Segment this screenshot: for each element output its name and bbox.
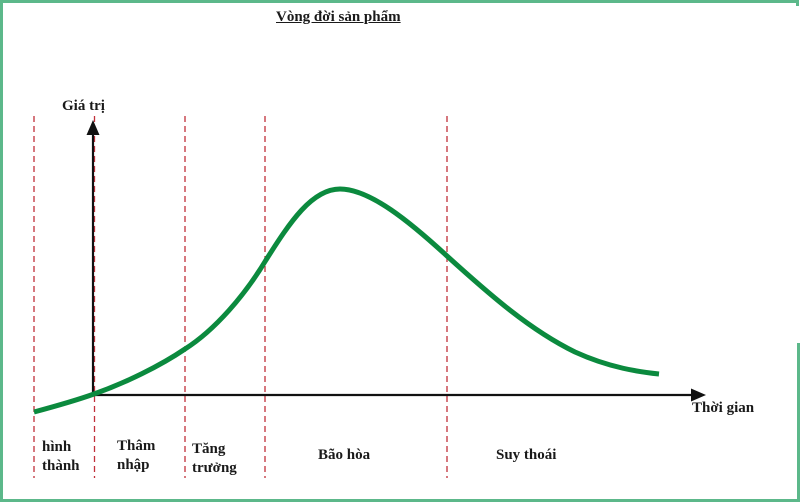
phase-label-growth: Tăng trưởng — [192, 440, 237, 478]
y-axis-label: Giá trị — [62, 98, 105, 114]
lifecycle-curve — [33, 186, 660, 415]
phase-label-line1: Tăng — [192, 441, 226, 457]
frame-border-left — [0, 0, 3, 502]
diagram-title: Vòng đời sản phẩm — [276, 9, 401, 25]
x-axis-label: Thời gian — [692, 400, 755, 416]
phase-label-line2: thành — [42, 458, 80, 474]
phase-label-line2: nhập — [117, 457, 150, 473]
phase-label-penetration: Thâm nhập — [117, 437, 155, 475]
frame-border-top — [0, 0, 798, 3]
phase-label-line1: Thâm — [117, 438, 156, 454]
phase-label-introduction: hình thành — [42, 438, 80, 476]
phase-label-saturation: Bão hòa — [318, 446, 370, 465]
phase-label-line2: trưởng — [192, 460, 237, 476]
phase-label-line1: Bão hòa — [318, 447, 371, 463]
phase-dividers — [33, 116, 448, 478]
phase-label-line1: hình — [42, 439, 72, 455]
x-axis-arrow-icon — [691, 388, 706, 402]
frame-border-right — [797, 343, 800, 502]
phase-label-decline: Suy thoái — [496, 446, 556, 465]
y-axis-arrow-icon — [86, 120, 100, 135]
frame-border-bottom — [0, 499, 800, 502]
phase-label-line1: Suy thoái — [496, 447, 557, 463]
frame-border-right-top — [796, 0, 799, 6]
